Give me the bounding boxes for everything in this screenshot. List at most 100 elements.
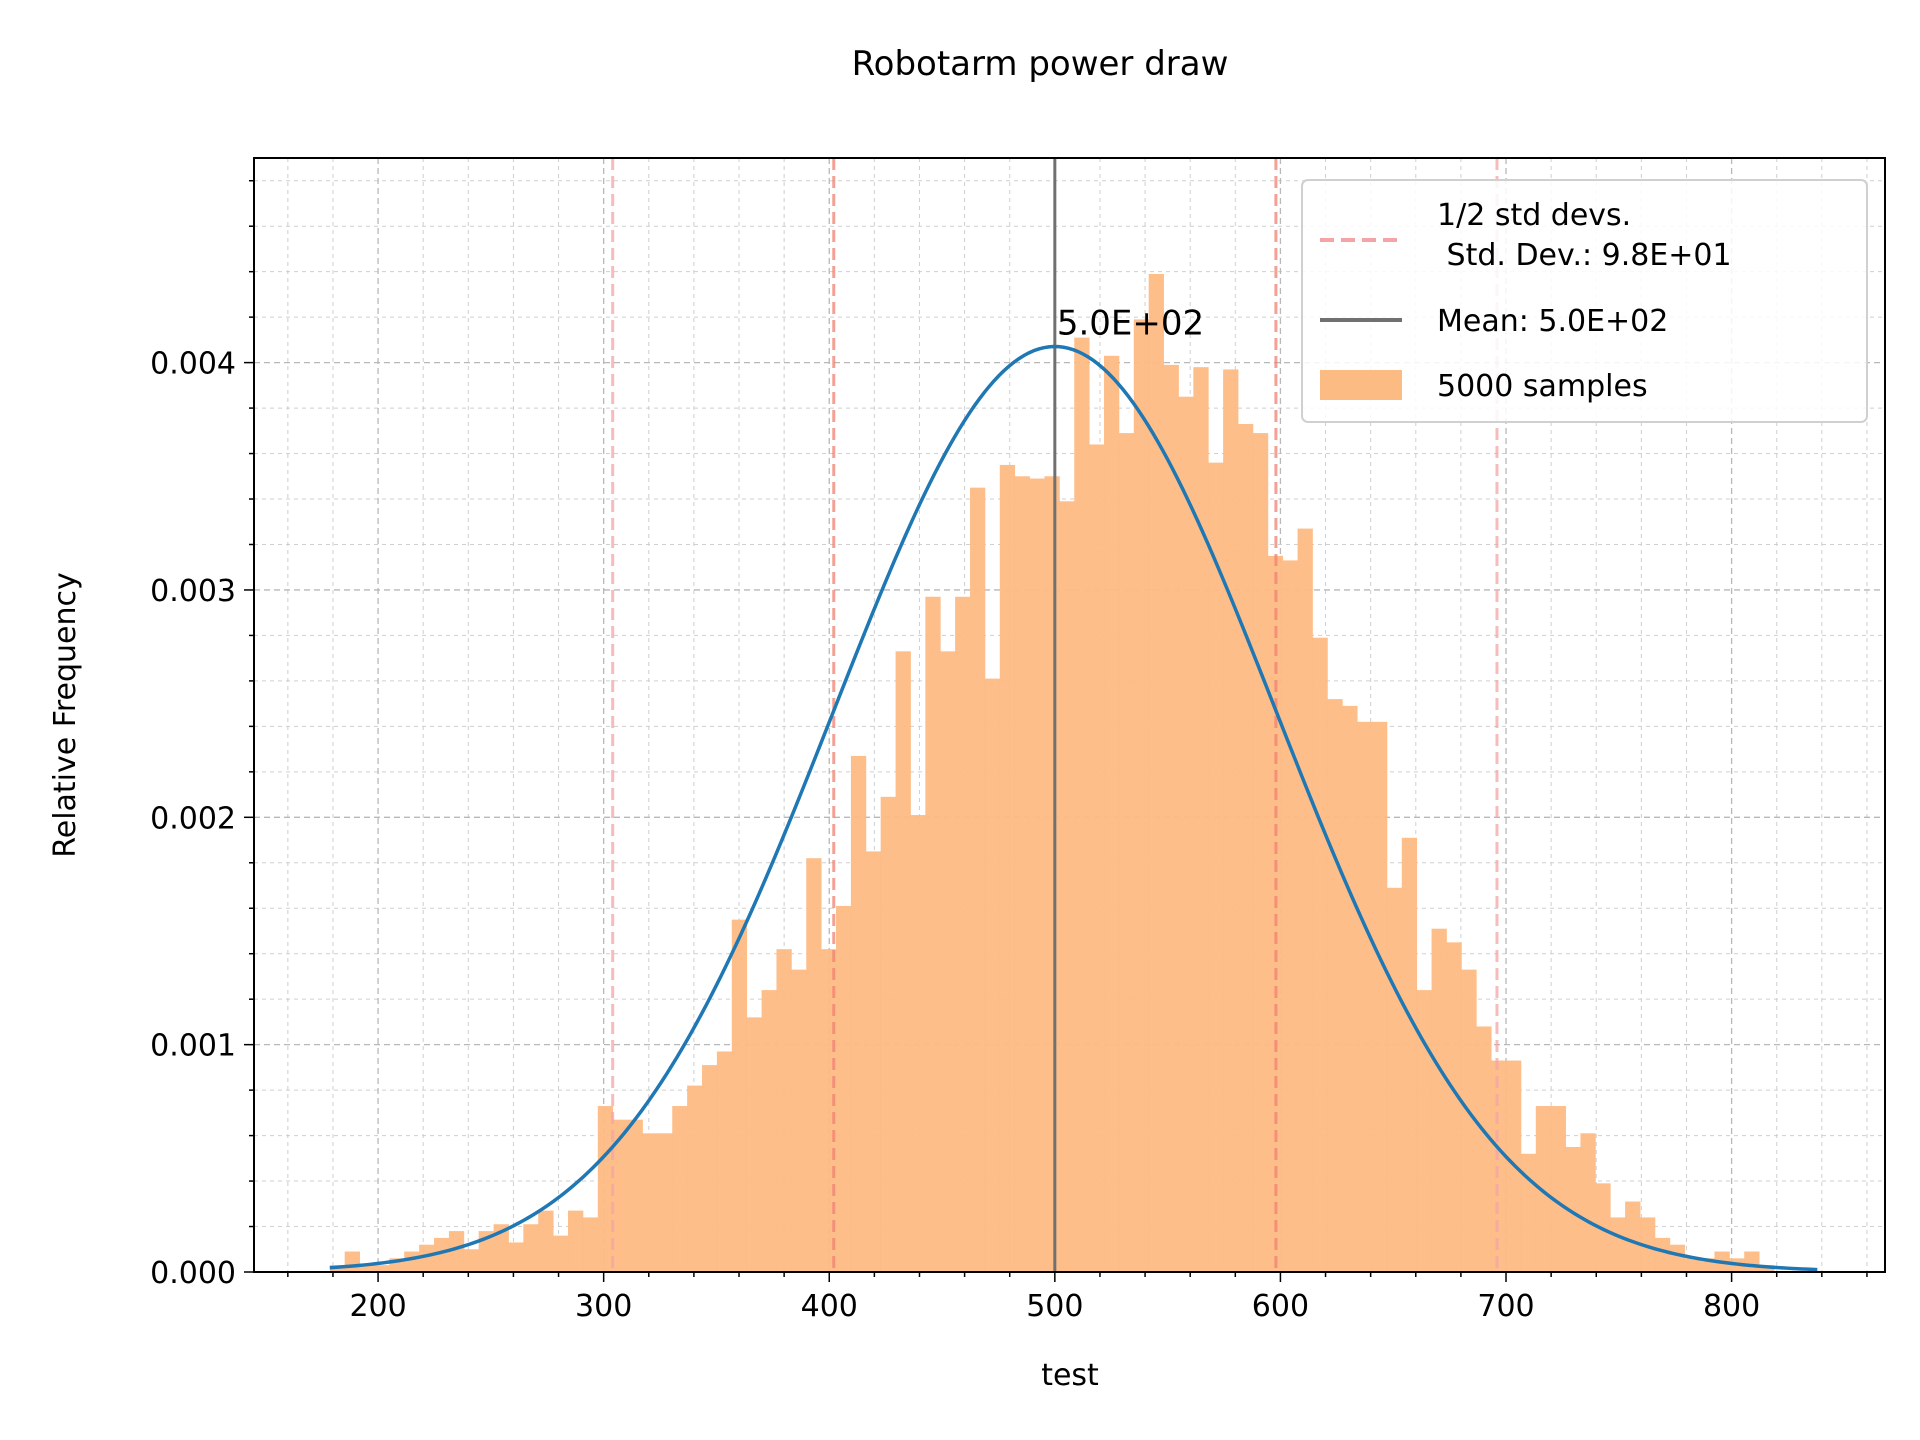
- histogram-bar: [1118, 433, 1135, 1272]
- histogram-bar: [1565, 1146, 1581, 1272]
- x-tick-label: 300: [575, 1289, 632, 1324]
- histogram-bar: [1610, 1217, 1626, 1272]
- histogram-bar: [523, 1224, 539, 1272]
- histogram-bar: [1327, 699, 1343, 1272]
- histogram-bar: [1074, 337, 1090, 1272]
- histogram-bar: [1684, 1258, 1700, 1272]
- histogram-bar: [880, 796, 896, 1272]
- histogram-bar: [731, 919, 748, 1272]
- histogram-bars: [329, 273, 1775, 1273]
- x-tick-label: 700: [1477, 1289, 1534, 1324]
- histogram-bar: [1223, 369, 1239, 1273]
- histogram-bar: [702, 1065, 718, 1272]
- legend-std-label-line2: Std. Dev.: 9.8E+01: [1437, 238, 1732, 273]
- histogram-bar: [1148, 273, 1164, 1273]
- histogram-bar: [657, 1133, 673, 1272]
- y-axis-label: Relative Frequency: [48, 572, 83, 858]
- legend-mean-label: Mean: 5.0E+02: [1437, 304, 1668, 339]
- histogram-bar: [999, 464, 1016, 1273]
- chart-title: Robotarm power draw: [852, 44, 1229, 84]
- histogram-bar: [568, 1210, 584, 1272]
- histogram-bar: [1014, 476, 1030, 1272]
- histogram-bar: [791, 969, 807, 1272]
- histogram-bar: [359, 1265, 375, 1272]
- histogram-bar: [582, 1217, 599, 1272]
- histogram-bar: [1759, 1265, 1775, 1272]
- histogram-bar: [895, 651, 911, 1272]
- histogram-bar: [538, 1210, 554, 1272]
- mean-annotation: 5.0E+02: [1057, 304, 1204, 344]
- legend-box: [1301, 179, 1868, 423]
- y-tick-label: 0.003: [150, 574, 236, 609]
- histogram-bar: [1416, 990, 1432, 1272]
- histogram-bar: [806, 858, 822, 1272]
- histogram-bar: [434, 1237, 450, 1272]
- y-tick-label: 0.001: [150, 1029, 236, 1064]
- histogram-bar: [1059, 501, 1075, 1272]
- histogram-bar: [1625, 1201, 1641, 1272]
- histogram-bar: [1372, 721, 1388, 1272]
- histogram-bar: [836, 905, 852, 1272]
- histogram-bar: [1193, 367, 1209, 1272]
- histogram-bar: [1282, 560, 1298, 1272]
- histogram-bar: [984, 678, 1001, 1272]
- legend-std-label-line1: 1/2 std devs.: [1437, 198, 1631, 233]
- histogram-bar: [925, 596, 941, 1272]
- histogram-bar: [687, 1085, 703, 1272]
- histogram-bar: [1133, 319, 1150, 1272]
- histogram-bar: [597, 1106, 614, 1272]
- histogram-bar: [553, 1235, 569, 1272]
- histogram-bar: [404, 1251, 420, 1272]
- histogram-bar: [1238, 423, 1254, 1272]
- histogram-bar: [761, 990, 777, 1272]
- histogram-bar: [1446, 942, 1462, 1272]
- histogram-bar: [1476, 1026, 1492, 1272]
- histogram-bar: [955, 596, 971, 1272]
- histogram-bar: [1431, 928, 1447, 1272]
- normal-curve: [329, 344, 1818, 1272]
- histogram-bar: [1654, 1237, 1671, 1272]
- x-tick-label: 200: [349, 1289, 406, 1324]
- y-tick-label: 0.002: [150, 801, 236, 836]
- histogram-bar: [1089, 444, 1105, 1272]
- histogram-bar: [1044, 476, 1060, 1272]
- histogram-bar: [612, 1119, 628, 1272]
- histogram-bar: [850, 755, 867, 1272]
- legend-samples-swatch: [1320, 370, 1402, 400]
- histogram-bar: [627, 1119, 643, 1272]
- histogram-bar: [493, 1224, 509, 1272]
- axes-frame: [253, 157, 1886, 1273]
- histogram-bar: [865, 851, 882, 1272]
- histogram-bar: [448, 1231, 465, 1272]
- histogram-bar: [776, 949, 792, 1272]
- histogram-bar: [1208, 462, 1224, 1272]
- histogram-bar: [1297, 528, 1313, 1272]
- histogram-bar: [1178, 396, 1194, 1272]
- x-tick-label: 400: [801, 1289, 858, 1324]
- x-axis-label: test: [1041, 1358, 1099, 1393]
- histogram-bar: [1550, 1106, 1566, 1272]
- histogram-bar: [1029, 478, 1045, 1272]
- histogram-bar: [1401, 837, 1418, 1272]
- histogram-bar: [1312, 637, 1328, 1272]
- histogram-bar: [1535, 1106, 1552, 1272]
- histogram-bar: [910, 815, 926, 1272]
- histogram-bar: [374, 1265, 390, 1272]
- histogram-bar: [970, 487, 986, 1272]
- histogram-bar: [344, 1251, 360, 1272]
- histogram-bar: [1386, 887, 1403, 1272]
- histogram-bar: [642, 1133, 658, 1272]
- histogram-bar: [940, 651, 956, 1272]
- histogram-bar: [1491, 1060, 1507, 1272]
- histogram-bar: [1744, 1251, 1760, 1272]
- histogram-bar: [1580, 1133, 1596, 1272]
- y-tick-label: 0.000: [150, 1256, 236, 1291]
- histogram-bar: [716, 1051, 733, 1272]
- x-tick-label: 600: [1252, 1289, 1309, 1324]
- histogram-bar: [1252, 433, 1269, 1272]
- histogram-bar: [463, 1249, 480, 1272]
- x-tick-label: 800: [1703, 1289, 1760, 1324]
- histogram-bar: [1342, 705, 1358, 1272]
- x-tick-label: 500: [1026, 1289, 1083, 1324]
- histogram-bar: [1104, 355, 1120, 1272]
